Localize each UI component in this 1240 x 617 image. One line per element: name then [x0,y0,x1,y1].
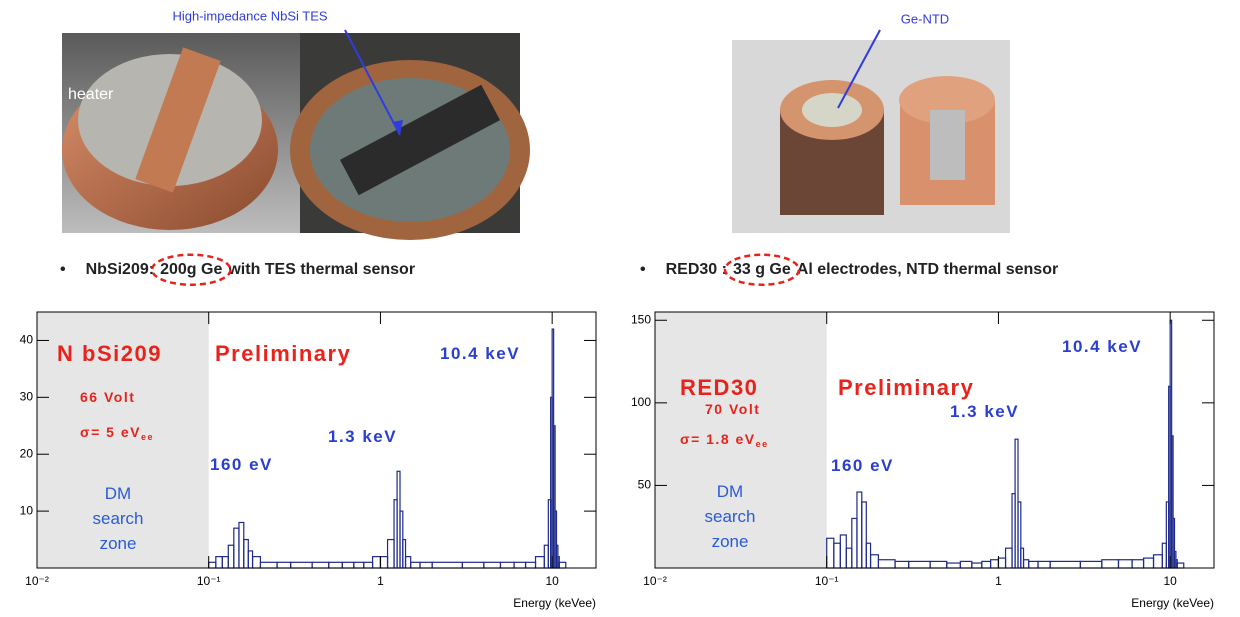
annotation: Preliminary [215,341,351,366]
annotation: 160 eV [210,455,273,474]
annotation-text: N bSi209 [57,341,162,366]
header-text: with TES thermal sensor [227,261,415,278]
annotation: zone [100,534,137,553]
annotation-text: zone [712,532,749,551]
annotation: 1.3 keV [328,427,397,446]
x-tick-label: 10 [545,574,559,588]
y-tick-label: 100 [631,395,651,409]
section-header: • NbSi209: 200g Ge with TES thermal sensor [60,261,415,278]
annotation: 1.3 keV [950,402,1019,421]
x-tick-label: 10⁻² [25,574,49,588]
bullet: • [640,261,646,278]
page: {"photos": {"tes_label": "High-impedance… [0,0,1240,612]
header-text: NbSi209: [86,261,154,278]
annotation-text: zone [100,534,137,553]
annotation-text: σ= 1.8 eV [680,431,756,447]
photo-label: High-impedance NbSi TES [172,8,327,23]
annotation-text: 70 Volt [705,401,760,417]
slide: heater High-impedance NbSi TES Ge-NTD • N… [0,0,1240,612]
header-text: Al electrodes, NTD thermal sensor [797,261,1058,278]
annotation-text: 10.4 keV [1062,337,1142,356]
annotation-text: σ= 5 eV [80,424,141,440]
annotation-text: Preliminary [215,341,351,366]
annotation: 160 eV [831,456,894,475]
x-tick-label: 1 [377,574,384,588]
annotation-text: 160 eV [831,456,894,475]
annotation: DM [105,484,131,503]
header-circled: 200g Ge [160,261,222,278]
annotation: RED30 [680,375,758,400]
annotation-text: 1.3 keV [328,427,397,446]
annotation-text: Preliminary [838,375,974,400]
annotation-text: search [92,509,143,528]
annotation-text: 160 eV [210,455,273,474]
annotation: N bSi209 [57,341,162,366]
annotation: zone [712,532,749,551]
annotation-text: 10.4 keV [440,344,520,363]
x-tick-label: 10⁻¹ [815,574,839,588]
header-circled: 33 g Ge [733,261,791,278]
annotation: 70 Volt [705,401,760,417]
annotation-text: DM [717,482,743,501]
x-tick-label: 10 [1163,574,1177,588]
annotation-subscript: ee [756,439,769,449]
y-tick-label: 150 [631,312,651,326]
annotation-text: RED30 [680,375,758,400]
y-tick-label: 40 [20,333,34,347]
section-header: • RED30 : 33 g Ge Al electrodes, NTD therma… [640,261,1058,278]
photo-right: Ge-NTD [732,11,1010,233]
y-tick-label: 30 [20,390,34,404]
annotation: search [704,507,755,526]
y-tick-label: 10 [20,503,34,517]
y-tick-label: 20 [20,446,34,460]
annotation: 10.4 keV [440,344,520,363]
annotation-text: 1.3 keV [950,402,1019,421]
x-axis-label: Energy (keVee) [513,596,596,610]
photo-left: heater High-impedance NbSi TES [62,8,530,240]
annotation: search [92,509,143,528]
y-tick-label: 50 [638,478,652,492]
x-tick-label: 1 [995,574,1002,588]
annotation: 10.4 keV [1062,337,1142,356]
x-tick-label: 10⁻² [643,574,667,588]
annotation: DM [717,482,743,501]
x-tick-label: 10⁻¹ [197,574,221,588]
annotation-text: 66 Volt [80,389,135,405]
annotation: 66 Volt [80,389,135,405]
x-axis-label: Energy (keVee) [1131,596,1214,610]
photo-label: Ge-NTD [901,11,949,26]
annotation: Preliminary [838,375,974,400]
annotation-text: search [704,507,755,526]
annotation: σ= 1.8 eVee [680,431,769,450]
header-text: RED30 : [666,261,727,278]
bullet: • [60,261,66,278]
annotation-text: DM [105,484,131,503]
annotation-subscript: ee [141,432,154,442]
photo-label: heater [68,86,114,103]
